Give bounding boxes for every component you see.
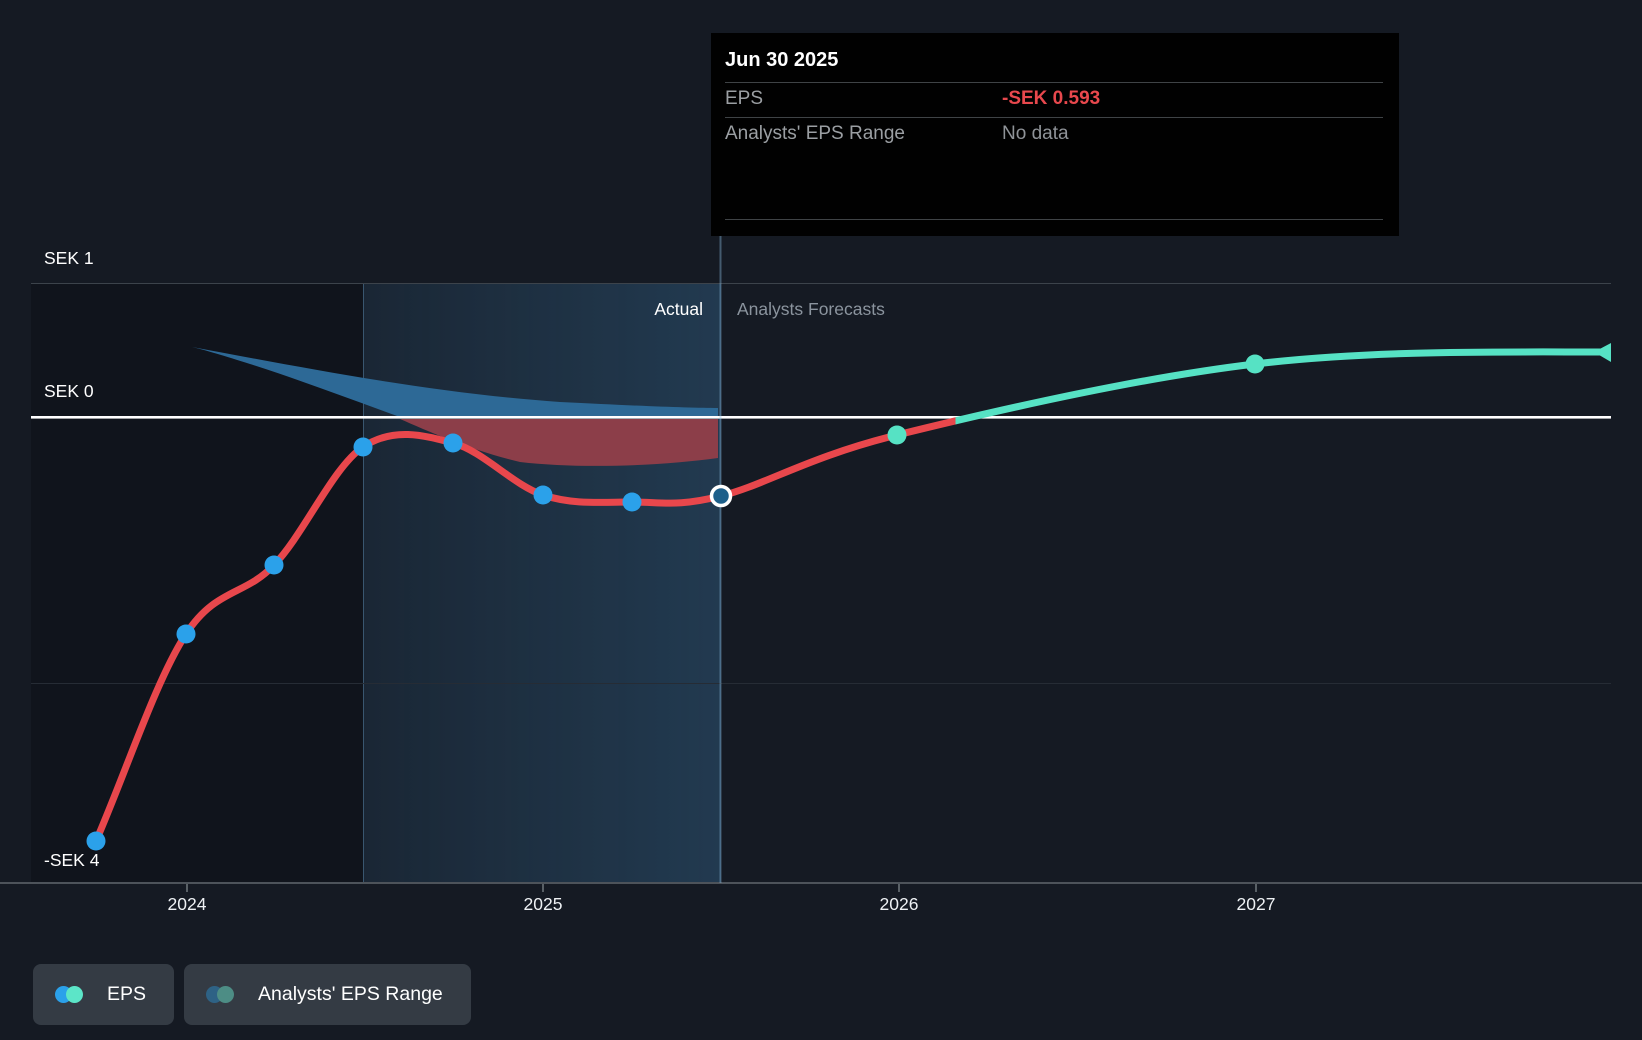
x-label-2026: 2026 (879, 894, 919, 914)
analyst-range-band-negative (400, 419, 718, 466)
tooltip-eps-value: -SEK 0.593 (1002, 88, 1101, 109)
tooltip-range-row: Analysts' EPS Range No data (725, 123, 1383, 144)
data-point[interactable] (1245, 354, 1265, 374)
data-points-layer (86, 354, 1265, 851)
zero-line (31, 416, 1611, 419)
x-tick-2026 (898, 884, 900, 892)
gridline-sek-1 (31, 283, 1611, 284)
data-point[interactable] (887, 425, 907, 445)
tooltip-eps-label: EPS (725, 88, 764, 109)
tooltip-divider (725, 82, 1383, 83)
tooltip: Jun 30 2025 EPS -SEK 0.593 Analysts' EPS… (711, 33, 1399, 236)
x-tick-2024 (186, 884, 188, 892)
range-legend-swatch-icon (206, 986, 235, 1003)
legend-range-label: Analysts' EPS Range (258, 983, 443, 1005)
x-axis-line (0, 882, 1642, 884)
x-label-2024: 2024 (167, 894, 207, 914)
actual-phase-label: Actual (654, 299, 703, 319)
analyst-range-band-positive (192, 347, 718, 417)
data-point[interactable] (264, 555, 284, 575)
tooltip-date-title: Jun 30 2025 (725, 49, 839, 71)
actual-forecast-divider-line (719, 236, 722, 883)
x-tick-2025 (542, 884, 544, 892)
data-point[interactable] (622, 492, 642, 512)
hovered-data-point[interactable] (709, 484, 733, 508)
y-label-sek1: SEK 1 (44, 248, 94, 268)
legend-item-eps[interactable]: EPS (33, 964, 175, 1025)
y-label-sek0: SEK 0 (44, 381, 94, 401)
legend-item-analysts-eps-range[interactable]: Analysts' EPS Range (184, 964, 471, 1025)
x-label-2027: 2027 (1236, 894, 1276, 914)
forecast-phase-label: Analysts Forecasts (737, 299, 885, 319)
tooltip-range-label: Analysts' EPS Range (725, 123, 905, 144)
pre-highlight-region (31, 284, 363, 883)
gridline-sek-minus2 (31, 683, 1611, 684)
eps-line[interactable] (92, 348, 1604, 845)
data-point[interactable] (353, 437, 373, 457)
data-point[interactable] (533, 485, 553, 505)
tooltip-divider (725, 117, 1383, 118)
x-label-2025: 2025 (523, 894, 563, 914)
data-point[interactable] (176, 624, 196, 644)
data-point[interactable] (86, 831, 106, 851)
tooltip-eps-row: EPS -SEK 0.593 (725, 88, 1383, 109)
eps-legend-swatch-icon (55, 986, 83, 1003)
data-point[interactable] (443, 433, 463, 453)
tooltip-range-value: No data (1002, 123, 1069, 144)
x-tick-2027 (1255, 884, 1257, 892)
forecast-end-arrow (1594, 343, 1611, 362)
legend: EPS Analysts' EPS Range (33, 964, 471, 1025)
y-label-minus-sek4: -SEK 4 (44, 850, 100, 870)
legend-eps-label: EPS (107, 983, 147, 1005)
hovered-period-highlight[interactable] (363, 284, 721, 883)
tooltip-bottom-divider (725, 219, 1383, 220)
